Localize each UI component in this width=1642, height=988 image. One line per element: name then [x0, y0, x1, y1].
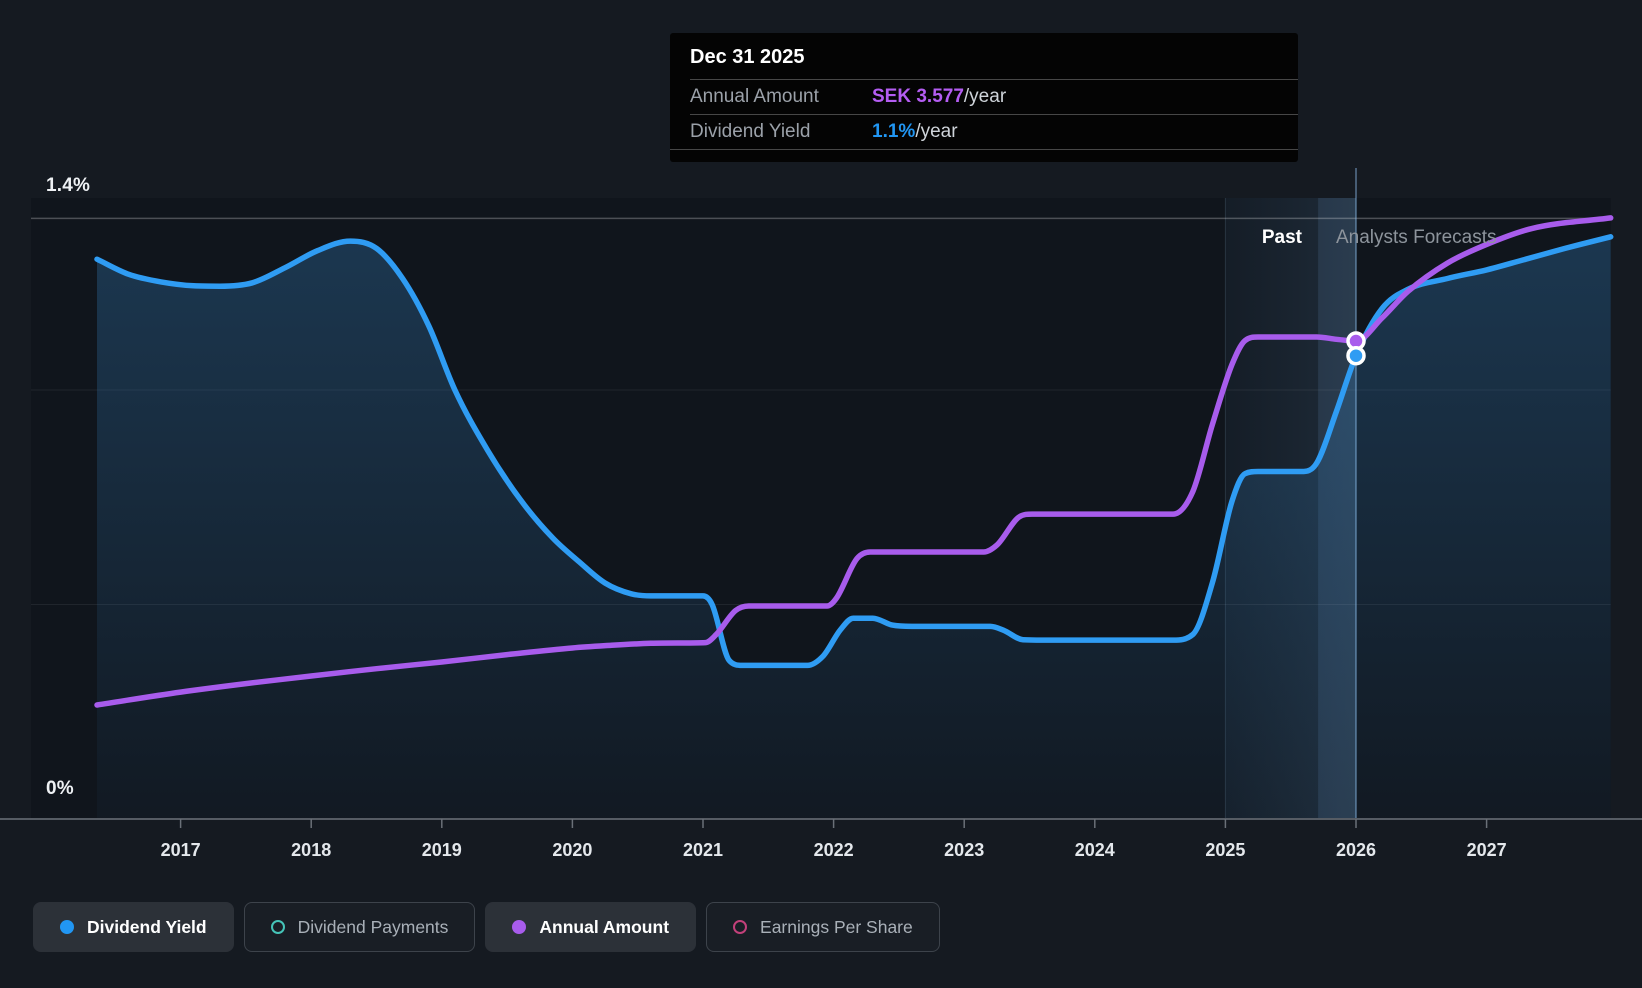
legend-dividend-yield-button[interactable]: Dividend Yield: [33, 902, 234, 952]
tooltip-label: Dividend Yield: [690, 121, 811, 142]
x-tick-label-2021: 2021: [683, 840, 723, 860]
legend-label: Dividend Payments: [297, 916, 449, 937]
dividend-yield-area-fill: [97, 236, 1611, 820]
x-tick-label-2017: 2017: [161, 840, 201, 860]
x-tick-label-2020: 2020: [552, 840, 592, 860]
legend-annual-amount-button[interactable]: Annual Amount: [485, 902, 697, 952]
tooltip-suffix: /year: [963, 86, 1007, 107]
x-tick-label-2027: 2027: [1467, 840, 1507, 860]
x-tick-label-2026: 2026: [1336, 840, 1376, 860]
x-tick-label-2018: 2018: [291, 840, 331, 860]
y-axis-min-label: 0%: [46, 778, 74, 799]
dividend-yield-line[interactable]: [94, 234, 1614, 669]
tooltip-suffix: /year: [915, 121, 958, 142]
past-region-label: Past: [1261, 227, 1302, 248]
dividend-yield-dot-icon: [60, 920, 74, 934]
chart-tooltip: Dec 31 2025 Annual Amount SEK 3.577 /yea…: [670, 33, 1298, 162]
tooltip-value-dividend-yield: 1.1%: [872, 121, 916, 142]
dividend-yield-marker-dot[interactable]: [1346, 345, 1366, 366]
legend-dividend-payments-button[interactable]: Dividend Payments: [243, 902, 476, 952]
tooltip-date: Dec 31 2025: [690, 46, 805, 68]
y-axis-max-label: 1.4%: [46, 175, 91, 196]
earnings-per-share-ring-icon: [733, 920, 748, 934]
legend-earnings-per-share-button[interactable]: Earnings Per Share: [706, 902, 940, 952]
x-tick-label-2025: 2025: [1205, 840, 1245, 860]
tooltip-label: Annual Amount: [690, 86, 819, 107]
legend-label: Earnings Per Share: [760, 916, 913, 937]
x-tick-label-2024: 2024: [1075, 840, 1115, 860]
tooltip-value-annual-amount: SEK 3.577: [872, 86, 964, 107]
legend-label: Annual Amount: [539, 916, 670, 937]
forecast-region-label: Analysts Forecasts: [1336, 227, 1497, 248]
legend-label: Dividend Yield: [87, 916, 207, 937]
dividend-payments-ring-icon: [270, 920, 285, 934]
x-tick-label-2023: 2023: [944, 840, 984, 860]
x-tick-label-2022: 2022: [814, 840, 854, 860]
x-tick-label-2019: 2019: [422, 840, 462, 860]
annual-amount-dot-icon: [512, 920, 527, 934]
tooltip-row-dividend-yield: Dividend Yield 1.1% /year: [690, 114, 1298, 149]
tooltip-rows: Annual Amount SEK 3.577 /year Dividend Y…: [670, 79, 1298, 150]
chart-legend: Dividend Yield Dividend Payments Annual …: [33, 902, 940, 952]
tooltip-row-annual-amount: Annual Amount SEK 3.577 /year: [690, 79, 1298, 114]
